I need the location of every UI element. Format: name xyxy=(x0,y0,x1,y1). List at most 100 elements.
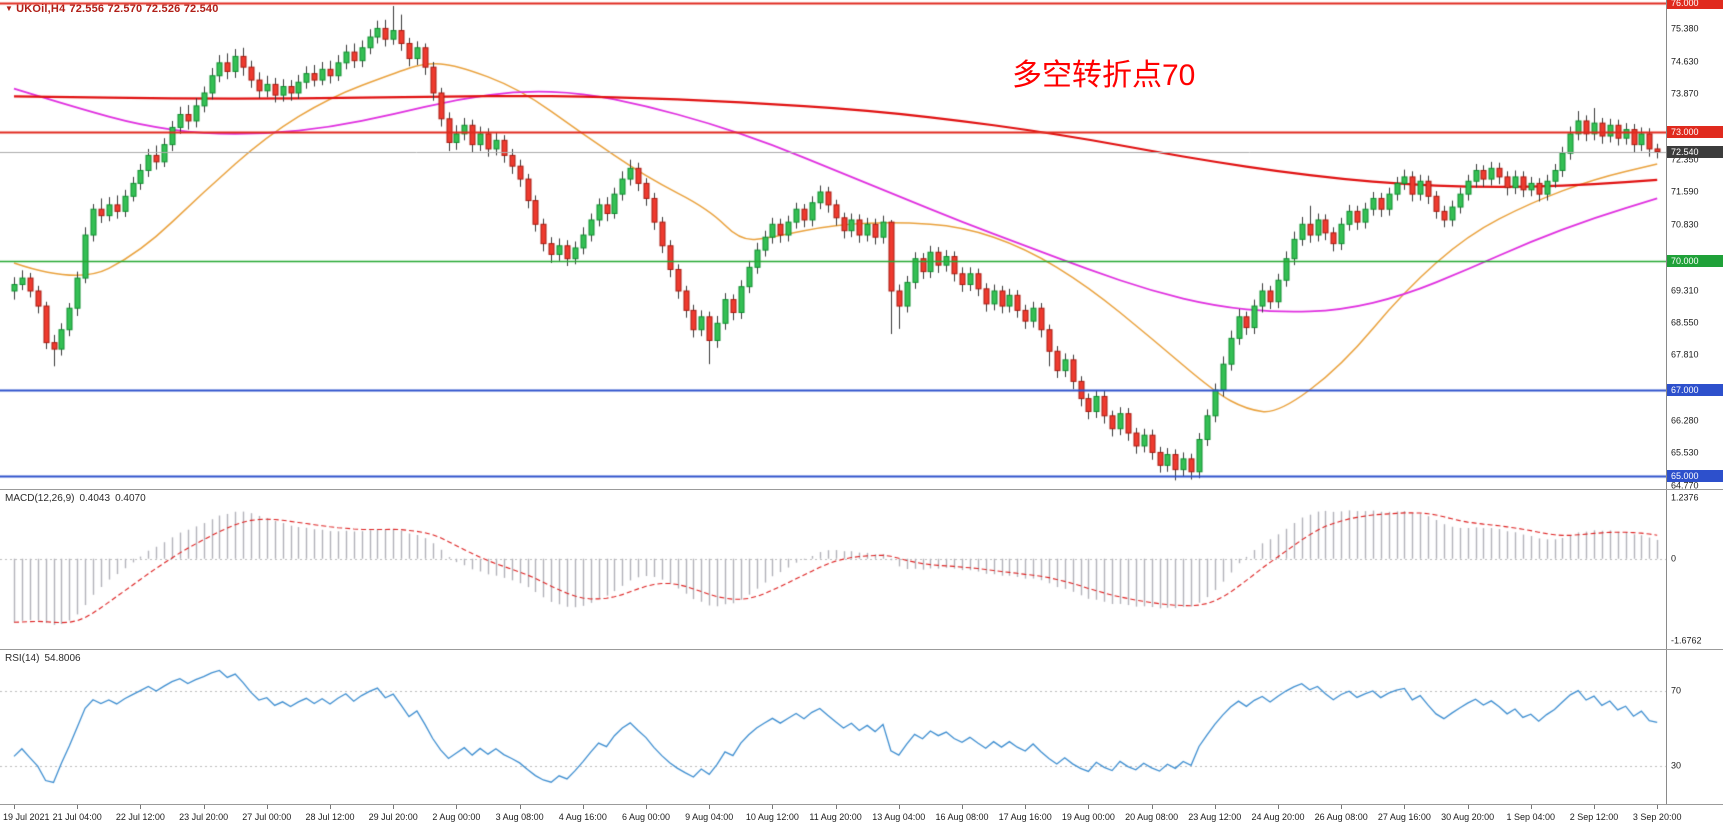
time-axis-label: 30 Aug 20:00 xyxy=(1441,812,1495,822)
time-axis-tick xyxy=(1341,805,1342,809)
time-axis[interactable]: 19 Jul 2021 21 Jul 04:00 22 Jul 12:00 23 Ju… xyxy=(0,805,1723,838)
time-axis-label: 26 Aug 08:00 xyxy=(1314,812,1368,822)
price-axis-label: 64.770 xyxy=(1671,480,1699,491)
symbol-header: ▼ UKOil,H4 72.556 72.570 72.526 72.540 xyxy=(5,3,223,15)
time-axis-label: 27 Jul 00:00 xyxy=(242,812,292,822)
rsi-axis-label: 30 xyxy=(1671,760,1682,771)
time-axis-tick xyxy=(1025,805,1026,809)
macd-panel: MACD(12,26,9) 0.4043 0.4070 1.2376 0 -1.6762 xyxy=(0,490,1723,649)
price-axis-label: 68.550 xyxy=(1671,317,1699,328)
price-axis-label: 66.280 xyxy=(1671,415,1699,426)
time-axis-tick xyxy=(772,805,773,809)
time-axis-label: 2 Aug 00:00 xyxy=(432,812,481,822)
time-axis-tick xyxy=(140,805,141,809)
price-badge-67000: 67.000 xyxy=(1667,383,1723,396)
price-axis-label: 70.830 xyxy=(1671,219,1699,230)
time-axis-label: 28 Jul 12:00 xyxy=(305,812,355,822)
time-axis-label: 3 Aug 08:00 xyxy=(495,812,544,822)
time-axis-tick xyxy=(77,805,78,809)
rsi-name: RSI(14) xyxy=(5,653,40,664)
main-price-axis[interactable]: 75.380 74.630 73.870 72.350 71.590 70.830 69.3… xyxy=(1666,0,1723,491)
time-axis-tick xyxy=(1152,805,1153,809)
time-axis-tick xyxy=(836,805,837,809)
macd-axis-label: -1.6762 xyxy=(1671,635,1702,646)
macd-name: MACD(12,26,9) xyxy=(5,493,75,504)
ohlc-values: 72.556 72.570 72.526 72.540 xyxy=(69,3,219,15)
time-axis-tick xyxy=(899,805,900,809)
time-axis-label: 22 Jul 12:00 xyxy=(115,812,165,822)
price-axis-label: 73.870 xyxy=(1671,88,1699,99)
time-axis-tick xyxy=(1594,805,1595,809)
macd-signal-value: 0.4070 xyxy=(115,493,146,504)
time-axis-tick xyxy=(393,805,394,809)
symbol-timeframe-label: UKOil,H4 xyxy=(16,3,66,15)
time-axis-label: 20 Aug 08:00 xyxy=(1125,812,1179,822)
time-axis-label: 16 Aug 08:00 xyxy=(935,812,989,822)
time-axis-tick xyxy=(520,805,521,809)
time-axis-label: 6 Aug 00:00 xyxy=(621,812,671,822)
time-axis-label: 2 Sep 12:00 xyxy=(1569,812,1619,822)
time-axis-tick xyxy=(14,805,15,809)
macd-value-axis[interactable]: 1.2376 0 -1.6762 xyxy=(1666,490,1723,649)
time-axis-tick xyxy=(267,805,268,809)
time-axis-tick xyxy=(962,805,963,809)
macd-axis-label: 0 xyxy=(1671,553,1677,564)
rsi-value-axis[interactable]: 70 30 xyxy=(1666,650,1723,804)
time-axis-tick xyxy=(330,805,331,809)
main-chart-panel: ▼ UKOil,H4 72.556 72.570 72.526 72.540 多空转… xyxy=(0,0,1723,491)
time-axis-tick xyxy=(1531,805,1532,809)
time-axis-label: 23 Aug 12:00 xyxy=(1188,812,1242,822)
time-axis-tick xyxy=(1215,805,1216,809)
time-axis-tick xyxy=(456,805,457,809)
time-axis-tick xyxy=(1088,805,1089,809)
price-axis-label: 71.590 xyxy=(1671,186,1699,197)
macd-canvas[interactable] xyxy=(0,490,1666,649)
time-axis-label: 13 Aug 04:00 xyxy=(872,812,926,822)
time-axis-tick xyxy=(204,805,205,809)
price-badge-70000: 70.000 xyxy=(1667,254,1723,267)
time-axis-label: 21 Jul 04:00 xyxy=(52,812,102,822)
time-axis-label: 17 Aug 16:00 xyxy=(998,812,1052,822)
panel-separator xyxy=(0,804,1723,805)
price-axis-label: 75.380 xyxy=(1671,23,1699,34)
time-axis-tick xyxy=(709,805,710,809)
macd-axis-label: 1.2376 xyxy=(1671,492,1699,503)
time-axis-label: 19 Aug 00:00 xyxy=(1061,812,1115,822)
time-axis-label: 4 Aug 16:00 xyxy=(558,812,607,822)
price-badge-65000: 65.000 xyxy=(1667,470,1723,483)
time-axis-label: 10 Aug 12:00 xyxy=(745,812,799,822)
price-axis-label: 67.810 xyxy=(1671,349,1699,360)
time-axis-tick xyxy=(1404,805,1405,809)
current-price-badge: 72.540 xyxy=(1667,145,1723,158)
time-axis-tick xyxy=(1657,805,1658,809)
time-axis-label: 19 Jul 2021 xyxy=(3,812,50,822)
price-axis-label: 72.350 xyxy=(1671,154,1699,165)
macd-value: 0.4043 xyxy=(79,493,111,504)
main-chart-canvas[interactable] xyxy=(0,0,1666,489)
time-axis-tick xyxy=(1278,805,1279,809)
time-axis-label: 27 Aug 16:00 xyxy=(1377,812,1431,822)
time-axis-label: 11 Aug 20:00 xyxy=(809,812,862,822)
time-axis-label: 1 Sep 04:00 xyxy=(1506,812,1556,822)
time-axis-label: 24 Aug 20:00 xyxy=(1251,812,1305,822)
symbol-icon: ▼ xyxy=(5,4,14,13)
rsi-indicator-label: RSI(14) 54.8006 xyxy=(5,653,86,664)
rsi-axis-label: 70 xyxy=(1671,685,1682,696)
price-badge-76000: 76.000 xyxy=(1667,0,1723,9)
price-axis-label: 69.310 xyxy=(1671,285,1699,296)
price-axis-label: 74.630 xyxy=(1671,56,1699,67)
time-axis-label: 23 Jul 20:00 xyxy=(179,812,229,822)
macd-indicator-label: MACD(12,26,9) 0.4043 0.4070 xyxy=(5,493,151,504)
time-axis-tick xyxy=(646,805,647,809)
price-axis-label: 65.530 xyxy=(1671,447,1699,458)
annotation-text: 多空转折点70 xyxy=(1012,59,1196,92)
rsi-value: 54.8006 xyxy=(44,653,81,664)
price-badge-73000: 73.000 xyxy=(1667,125,1723,138)
panel-separator xyxy=(0,649,1723,650)
time-axis-label: 29 Jul 20:00 xyxy=(368,812,418,822)
time-axis-label: 9 Aug 04:00 xyxy=(685,812,734,822)
rsi-canvas[interactable] xyxy=(0,650,1666,804)
time-axis-tick xyxy=(583,805,584,809)
rsi-panel: RSI(14) 54.8006 70 30 xyxy=(0,650,1723,804)
panel-separator xyxy=(0,489,1723,490)
